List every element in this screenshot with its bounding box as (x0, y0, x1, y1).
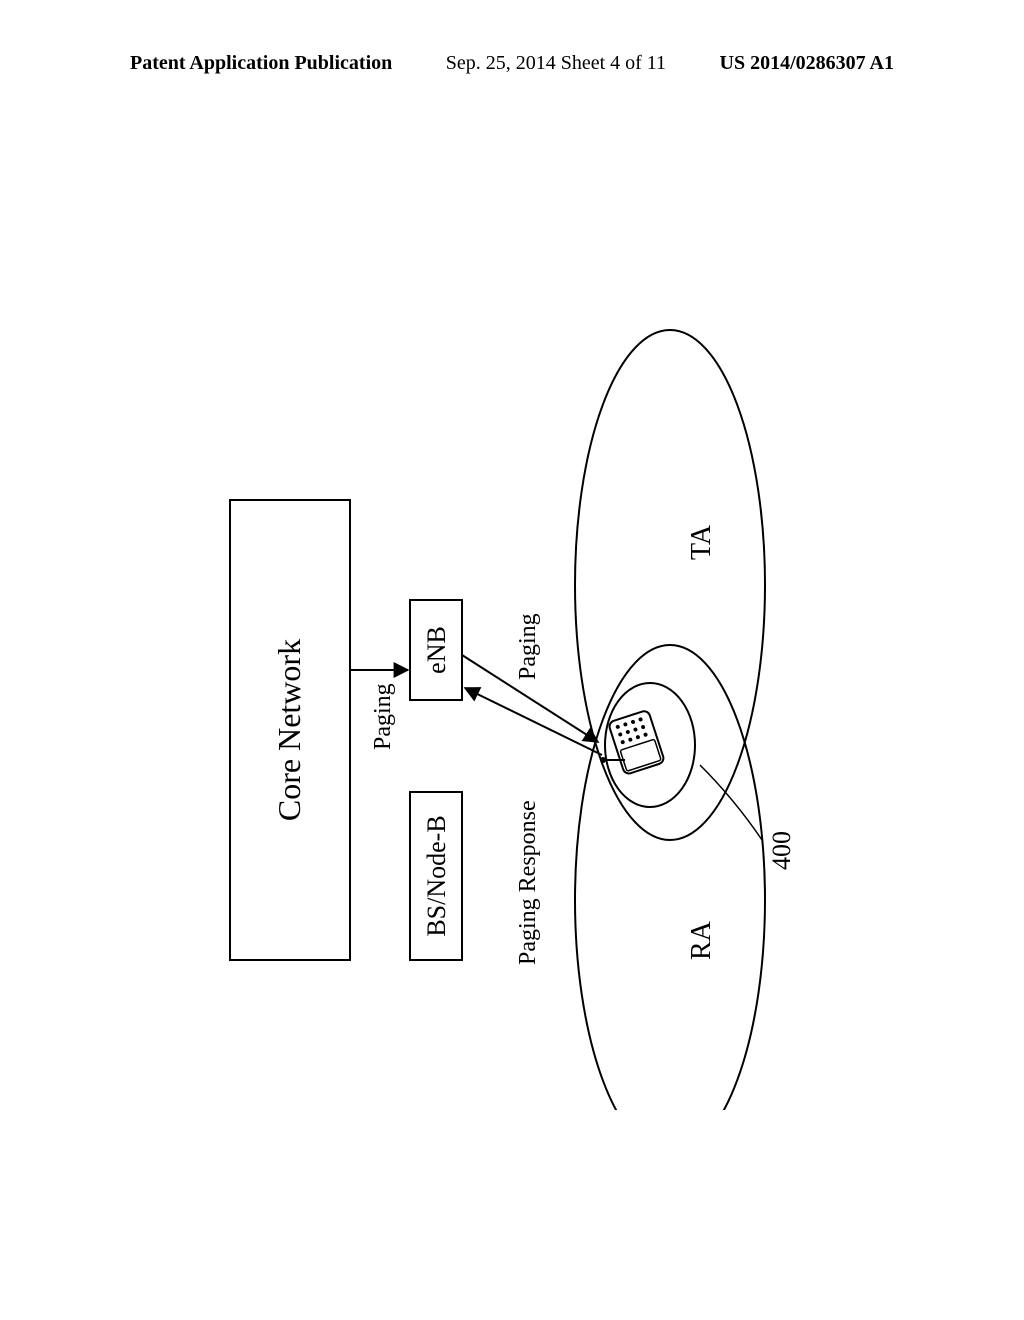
enb-label: eNB (422, 626, 451, 674)
core-network-label: Core Network (271, 639, 307, 821)
header-left: Patent Application Publication (130, 52, 392, 75)
paging-label-1: Paging (370, 683, 396, 750)
paging-label-2: Paging (515, 613, 541, 680)
antenna-tip (600, 757, 606, 763)
ta-label: TA (686, 524, 717, 560)
ta-ellipse (575, 330, 765, 840)
header-right: US 2014/0286307 A1 (720, 52, 894, 75)
ref-400-label: 400 (767, 831, 796, 870)
ra-label: RA (686, 920, 717, 960)
phone-icon (608, 710, 665, 775)
paging-response-arrow (465, 688, 602, 755)
header-center: Sep. 25, 2014 Sheet 4 of 11 (446, 52, 666, 75)
paging-response-label: Paging Response (515, 800, 541, 965)
ra-ellipse (575, 645, 765, 1110)
diagram-svg: Core Network BS/Node-B eNB Paging Paging… (180, 210, 840, 1110)
bs-node-label: BS/Node-B (422, 815, 451, 936)
page-header: Patent Application Publication Sep. 25, … (0, 52, 1024, 75)
